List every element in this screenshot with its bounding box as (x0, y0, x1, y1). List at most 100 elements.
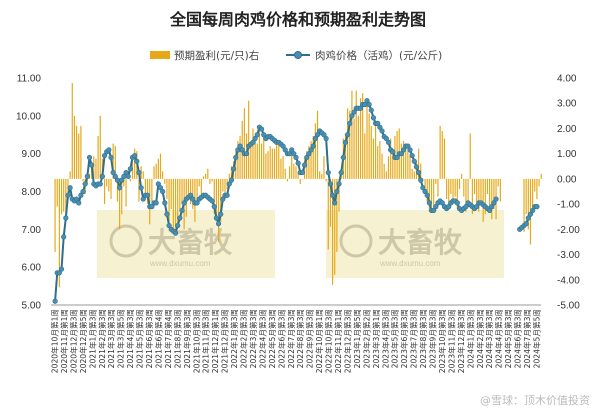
price-point (166, 222, 172, 229)
price-point (86, 154, 93, 161)
y-right-tick-label: 1.00 (557, 149, 577, 160)
price-point (439, 200, 445, 206)
profit-bar (458, 178, 461, 189)
price-point (394, 154, 400, 161)
x-tick-label: 2022年12月第3周 (343, 309, 353, 373)
profit-bar (73, 115, 76, 179)
profit-bar (437, 178, 439, 197)
profit-bar (164, 178, 166, 184)
price-point (282, 147, 288, 153)
profit-bar (355, 90, 357, 179)
price-point (295, 160, 301, 166)
price-point (140, 196, 146, 202)
price-point (254, 132, 260, 138)
profit-bar (400, 143, 402, 179)
price-point (312, 135, 318, 142)
profit-bar (157, 158, 159, 179)
x-tick-label: 2022年4月第3周 (257, 309, 267, 368)
profit-bar (134, 148, 136, 179)
profit-bar (110, 178, 112, 200)
price-point (407, 147, 413, 153)
profit-bar (237, 141, 239, 179)
profit-bar (351, 90, 353, 179)
price-point (340, 154, 346, 161)
profit-bar (159, 153, 162, 179)
price-point (175, 222, 181, 229)
price-point (215, 221, 222, 227)
x-tick-label: 2020年11月第1周 (59, 309, 69, 373)
profit-bar (235, 151, 237, 179)
x-tick-label: 2023年2月第2周 (361, 309, 371, 368)
profit-bar (254, 141, 256, 179)
profit-bar (211, 178, 213, 182)
profit-bar (375, 123, 377, 179)
profit-bar (336, 178, 338, 253)
x-tick-label: 2020年10月第1周 (50, 309, 60, 373)
x-tick-label: 2022年11月第1周 (333, 309, 343, 373)
price-point (390, 149, 396, 155)
price-point (398, 151, 405, 157)
profit-bar (387, 156, 390, 179)
price-point (213, 215, 220, 221)
x-tick-label: 2024年6月第3周 (513, 309, 523, 368)
profit-bar (93, 156, 95, 179)
profit-bar (325, 178, 327, 182)
price-point (523, 221, 529, 227)
x-tick-label: 2021年6月第4周 (154, 309, 164, 368)
price-point (409, 152, 415, 159)
profit-bar (390, 138, 392, 179)
profit-bar (280, 158, 282, 179)
profit-bar (334, 178, 336, 275)
x-tick-label: 2022年1月第3周 (229, 309, 239, 368)
profit-bar (58, 178, 60, 288)
price-point (411, 158, 417, 164)
profit-bar (269, 146, 271, 179)
x-tick-label: 2023年6月第3周 (399, 309, 409, 368)
profit-bar (439, 125, 441, 179)
profit-bar (151, 178, 153, 202)
price-point (527, 211, 534, 217)
price-point (431, 207, 437, 214)
price-point (530, 207, 536, 214)
price-point (106, 147, 112, 153)
price-point (99, 173, 105, 179)
y-right-tick-label: -4.00 (557, 275, 580, 286)
y-right-tick-label: -5.00 (557, 301, 580, 312)
price-point (153, 200, 159, 206)
x-tick-label: 2022年7月第3周 (286, 309, 296, 368)
price-point (155, 181, 161, 187)
profit-bar (288, 166, 291, 179)
profit-bar (187, 178, 190, 197)
price-point (123, 169, 129, 176)
x-tick-label: 2023年12月第3周 (456, 309, 466, 373)
price-point (132, 152, 138, 159)
profit-bar (63, 178, 65, 212)
profit-bar (540, 173, 542, 179)
profit-bar (215, 178, 217, 220)
price-point (101, 152, 108, 159)
watermark-logo-icon (339, 224, 373, 258)
x-tick-label: 2023年8月第3周 (418, 309, 428, 368)
profit-bar (314, 123, 316, 179)
profit-bar (331, 178, 334, 285)
profit-bar (299, 178, 301, 184)
y-right-tick-label: 0.00 (557, 174, 577, 185)
profit-bar (383, 163, 385, 179)
y-left-tick-label: 11.00 (17, 74, 42, 85)
profit-bar (301, 178, 304, 180)
profit-bar (499, 178, 501, 202)
price-point (119, 177, 125, 183)
profit-bar (372, 138, 375, 179)
profit-bar (286, 178, 288, 182)
price-point (56, 270, 62, 276)
profit-bar (473, 178, 476, 195)
price-point (144, 192, 151, 198)
price-point (76, 200, 82, 206)
x-tick-label: 2023年3月第1周 (371, 309, 381, 368)
price-point (211, 204, 217, 210)
chart-title: 全国每周肉鸡价格和预期盈利走势图 (169, 10, 426, 29)
price-point (400, 147, 407, 153)
price-point (289, 147, 295, 153)
profit-bar (321, 173, 323, 179)
profit-bar (114, 146, 116, 179)
